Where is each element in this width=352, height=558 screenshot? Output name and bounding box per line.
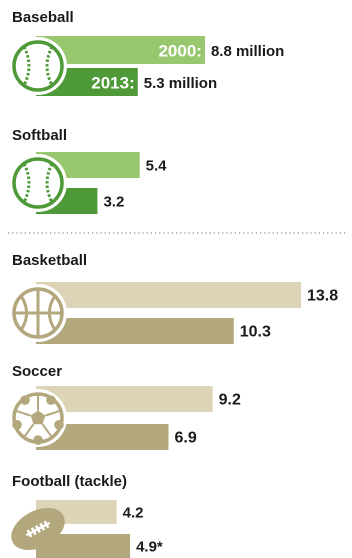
value-label-2013-softball: 3.2 bbox=[103, 194, 124, 211]
football-icon bbox=[11, 507, 65, 551]
group-soccer: Soccer 9.2 6.9 bbox=[9, 363, 241, 450]
value-label-2000-soccer: 9.2 bbox=[219, 392, 241, 409]
group-baseball: Baseball 2000: 2013: 8.8 million 5.3 million bbox=[9, 9, 284, 96]
basketball-icon bbox=[9, 284, 67, 342]
soccer-ball-icon bbox=[9, 389, 67, 447]
value-label-2000-baseball: 8.8 million bbox=[211, 43, 284, 60]
value-label-2000-softball: 5.4 bbox=[146, 158, 168, 175]
year-label-2000: 2000: bbox=[158, 42, 201, 61]
year-label-2013: 2013: bbox=[91, 74, 134, 93]
value-label-2013-basketball: 10.3 bbox=[240, 324, 271, 341]
sport-label-softball: Softball bbox=[12, 127, 67, 144]
bar-2000-soccer bbox=[36, 386, 213, 412]
group-football: Football (tackle) 4.2 4.9* bbox=[11, 473, 163, 558]
sport-label-baseball: Baseball bbox=[12, 9, 74, 26]
value-label-2000-football: 4.2 bbox=[123, 504, 144, 521]
value-label-2013-soccer: 6.9 bbox=[174, 430, 196, 447]
group-softball: Softball 5.4 3.2 bbox=[9, 127, 167, 214]
bar-2000-basketball bbox=[36, 282, 301, 308]
value-label-2013-football: 4.9* bbox=[136, 538, 163, 555]
bar-2013-basketball bbox=[36, 318, 234, 344]
softball-icon bbox=[9, 154, 67, 212]
sport-label-basketball: Basketball bbox=[12, 252, 87, 269]
baseball-icon bbox=[9, 37, 67, 95]
group-basketball: Basketball 13.8 10.3 bbox=[9, 252, 338, 344]
value-label-2013-baseball: 5.3 million bbox=[144, 75, 217, 92]
sport-label-soccer: Soccer bbox=[12, 363, 62, 380]
value-label-2000-basketball: 13.8 bbox=[307, 288, 338, 305]
sport-label-football: Football (tackle) bbox=[12, 473, 127, 490]
